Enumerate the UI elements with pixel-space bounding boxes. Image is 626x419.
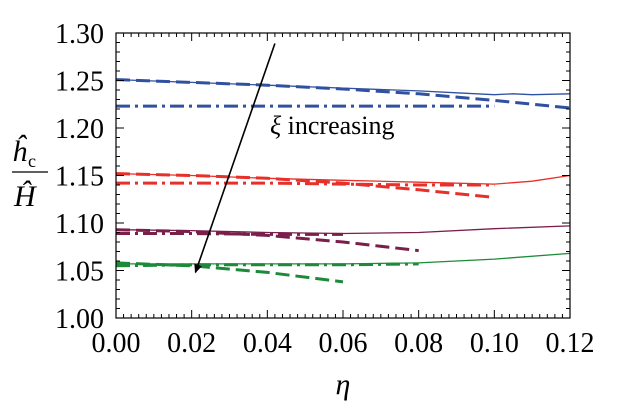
series-maroon-dashed (115, 228, 419, 253)
series-layer (115, 78, 571, 284)
y-axis-numerator: ĥc (12, 135, 36, 171)
y-tick-label: 1.25 (55, 67, 104, 98)
x-tick-label: 0.12 (546, 328, 595, 359)
x-tick-label: 0.00 (92, 328, 141, 359)
x-tick-label: 0.10 (470, 328, 519, 359)
x-tick-label: 0.06 (319, 328, 368, 359)
series-maroon-dashdot (116, 232, 343, 236)
xi-increasing-annotation: ξ increasing (270, 111, 394, 140)
y-tick-label: 1.30 (55, 19, 104, 50)
series-green-dashdot (115, 262, 419, 268)
y-tick-label: 1.10 (55, 209, 104, 240)
y-tick-label: 1.05 (55, 257, 104, 288)
y-tick-label: 1.00 (55, 304, 104, 335)
y-tick-label: 1.15 (55, 162, 104, 193)
y-axis-title: ĥc Ĥ (12, 135, 48, 213)
x-tick-labels: 0.00 0.02 0.04 0.06 0.08 0.10 0.12 (92, 328, 595, 359)
series-green-dashed (115, 261, 344, 284)
ticks-layer (115, 32, 571, 319)
xi-symbol: ξ (270, 111, 282, 140)
xi-increasing-arrow (194, 43, 276, 274)
series-red-dashed (115, 172, 495, 199)
y-axis-subscript: c (28, 151, 36, 171)
series-blue-dashed (115, 78, 571, 110)
x-tick-label: 0.04 (243, 328, 292, 359)
x-axis-title: η (336, 368, 351, 401)
y-axis-denominator: Ĥ (13, 180, 38, 213)
x-tick-label: 0.02 (167, 328, 216, 359)
increasing-text: increasing (281, 111, 394, 140)
x-tick-label: 0.08 (394, 328, 443, 359)
y-tick-labels: 1.00 1.05 1.10 1.15 1.20 1.25 1.30 (55, 19, 104, 335)
series-green-solid (116, 252, 571, 265)
series-red-dashdot (116, 181, 495, 187)
y-tick-label: 1.20 (55, 114, 104, 145)
